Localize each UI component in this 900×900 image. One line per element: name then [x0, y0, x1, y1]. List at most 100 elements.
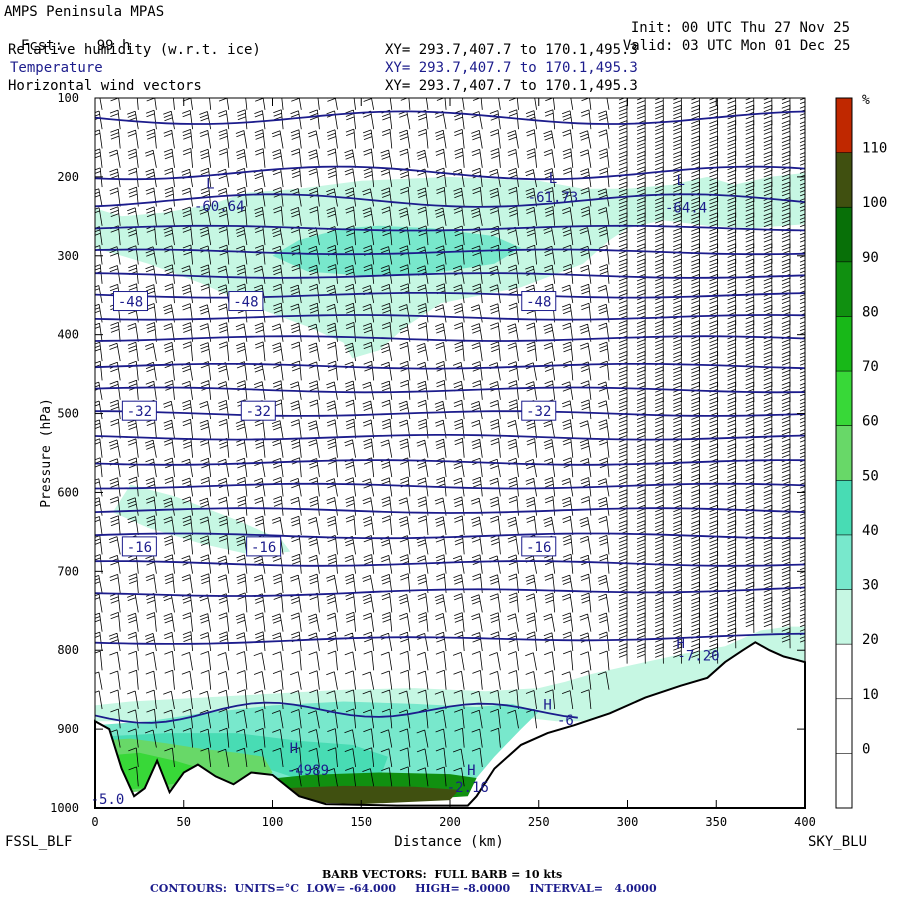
wind-barb: [236, 651, 248, 671]
wind-barb: [636, 397, 646, 418]
wind-barb: [471, 554, 483, 574]
wind-barb: [490, 322, 501, 342]
wind-barb: [454, 322, 465, 342]
wind-barb: [218, 303, 230, 323]
x-tick-label: 250: [528, 815, 550, 829]
wind-barb: [453, 399, 465, 420]
wind-barb: [561, 188, 574, 207]
wind-barb: [745, 120, 755, 141]
wind-barb: [95, 381, 103, 400]
wind-barb: [781, 135, 791, 157]
wind-barb: [727, 181, 737, 203]
wind-barb: [236, 342, 248, 362]
wind-barb: [95, 554, 103, 574]
wind-barb: [163, 342, 175, 362]
wind-barb: [471, 632, 483, 652]
extremum-label: -5.0: [91, 792, 125, 808]
wind-barb: [525, 381, 537, 400]
wind-barb: [598, 98, 610, 110]
wind-barb: [199, 613, 212, 632]
wind-barb: [781, 151, 791, 172]
wind-barb: [307, 420, 320, 439]
rh-region-30-3: [95, 626, 805, 722]
wind-barb: [109, 651, 121, 671]
wind-barb: [344, 554, 356, 574]
wind-barb: [399, 631, 411, 652]
wind-barb: [561, 671, 574, 690]
wind-barb: [254, 690, 266, 710]
wind-barb: [416, 748, 429, 768]
wind-barb: [763, 351, 773, 372]
wind-barb: [781, 289, 791, 310]
wind-barb: [489, 477, 501, 497]
wind-barb: [236, 728, 248, 748]
wind-barb: [709, 335, 719, 357]
wind-barb: [673, 566, 682, 587]
wind-barb: [763, 427, 773, 449]
wind-barb: [182, 206, 193, 226]
wind-barb: [218, 129, 230, 149]
wind-barb: [745, 566, 755, 587]
wind-barb: [526, 322, 537, 342]
wind-barb: [618, 489, 628, 510]
wind-barb: [727, 227, 737, 249]
wind-barb: [579, 245, 592, 265]
wind-barb: [453, 574, 465, 594]
wind-barb: [254, 129, 266, 149]
wind-barb: [345, 109, 356, 130]
wind-barb: [618, 135, 628, 157]
wind-barb: [526, 631, 537, 652]
wind-barb: [199, 226, 212, 246]
wind-barb: [145, 651, 157, 671]
wind-barb: [400, 669, 411, 690]
wind-barb: [452, 265, 465, 284]
wind-barb: [127, 497, 139, 516]
wind-barb: [326, 129, 338, 149]
forecast-hour: Fcst: 99 h: [4, 22, 131, 54]
colorbar-label: 0: [862, 741, 870, 757]
wind-barb: [436, 766, 447, 787]
wind-barb: [599, 650, 610, 671]
wind-barb: [381, 708, 393, 729]
wind-barb: [691, 550, 700, 572]
wind-barb: [434, 400, 447, 420]
wind-barb: [363, 167, 375, 188]
wind-barb: [290, 303, 302, 323]
wind-barb: [345, 767, 356, 787]
y-tick-label: 500: [57, 407, 79, 421]
wind-barb: [543, 516, 556, 536]
wind-barb: [745, 412, 755, 433]
wind-barb: [709, 212, 719, 233]
wind-barb: [272, 729, 284, 748]
wind-barb: [453, 670, 465, 690]
wind-barb: [326, 768, 338, 787]
wind-barb: [709, 627, 719, 649]
wind-barb: [182, 110, 193, 130]
wind-barb: [618, 474, 628, 495]
wind-barb: [146, 612, 157, 632]
wind-barb: [781, 120, 791, 141]
wind-barb: [209, 98, 212, 110]
wind-barb: [308, 264, 320, 284]
wind-barb: [745, 612, 755, 633]
wind-barb: [745, 274, 755, 295]
wind-barb: [344, 246, 356, 265]
wind-barb: [308, 187, 320, 207]
wind-barb: [109, 689, 121, 710]
wind-barb: [163, 304, 175, 323]
wind-barb: [618, 258, 628, 280]
wind-barb: [727, 335, 737, 357]
wind-barb: [525, 652, 537, 671]
wind-barb: [182, 534, 193, 555]
wind-barb: [691, 104, 700, 126]
wind-barb: [128, 766, 139, 787]
wind-barb: [417, 515, 429, 536]
wind-barb: [362, 478, 375, 497]
wind-barb: [509, 98, 519, 110]
wind-barb: [128, 186, 139, 207]
wind-barb: [525, 459, 537, 478]
colorbar-label: 80: [862, 305, 879, 321]
wind-barb: [507, 632, 519, 652]
wind-barb: [163, 148, 175, 168]
wind-barb: [799, 105, 805, 120]
